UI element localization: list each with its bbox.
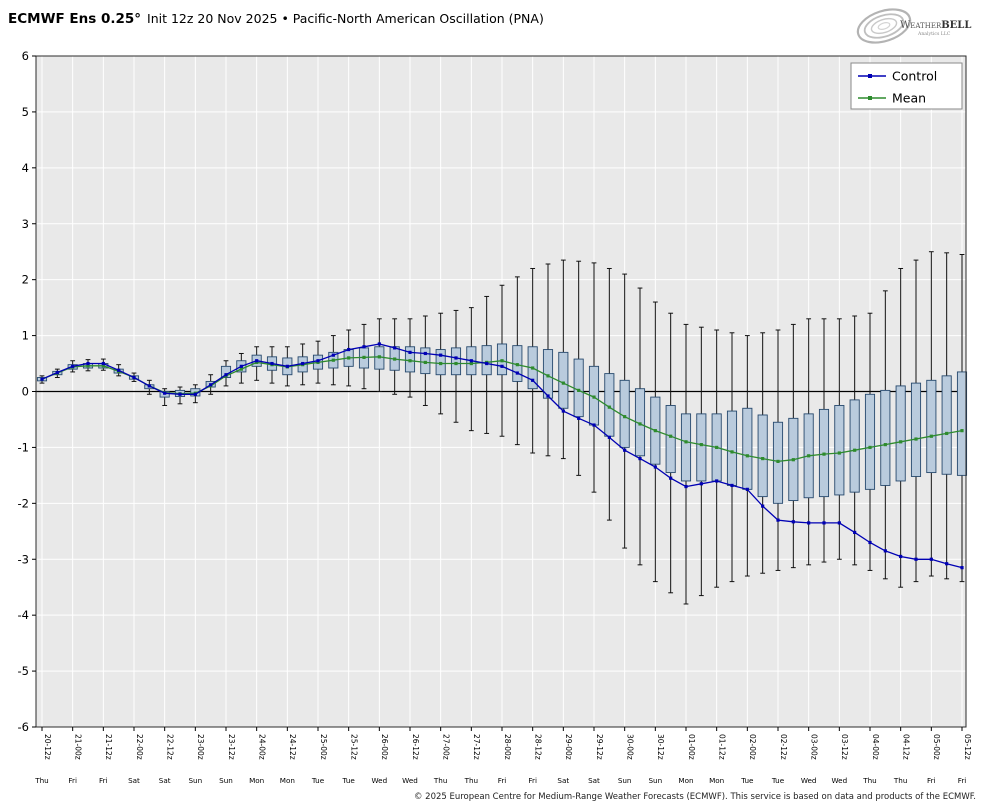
x-day-label: Fri (927, 776, 936, 785)
series-control (40, 342, 964, 570)
svg-text:-6: -6 (18, 720, 29, 734)
logo-tagline: Analytics LLC (917, 31, 951, 37)
x-tick-label: 28-12z (533, 734, 542, 760)
weatherbell-logo-svg: WeatherBELL Analytics LLC (856, 8, 971, 44)
logo-text: WeatherBELL (900, 20, 971, 31)
svg-text:1: 1 (22, 329, 29, 343)
x-day-label: Wed (801, 776, 817, 785)
x-day-label: Wed (831, 776, 847, 785)
svg-text:Control: Control (892, 69, 937, 84)
svg-text:-4: -4 (18, 608, 29, 622)
x-day-label: Wed (402, 776, 418, 785)
x-day-label: Sat (159, 776, 171, 785)
x-tick-label: 23-12z (227, 734, 236, 760)
y-axis: -6 -5 -4 -3 -2 -1 0 1 2 3 4 5 6 (18, 49, 36, 734)
x-tick-label: 29-12z (595, 734, 604, 760)
x-day-label: Wed (371, 776, 387, 785)
svg-text:3: 3 (22, 217, 29, 231)
x-day-label: Thu (433, 776, 448, 785)
svg-text:-1: -1 (18, 440, 29, 454)
x-tick-label: 01-12z (717, 734, 726, 760)
x-tick-label: 26-00z (380, 734, 389, 760)
x-tick-label: 04-12z (901, 734, 910, 760)
x-tick-label: 05-00z (932, 734, 941, 760)
x-day-label: Sun (648, 776, 662, 785)
x-tick-label: 03-00z (809, 734, 818, 760)
svg-text:-5: -5 (18, 664, 29, 678)
x-day-label: Thu (464, 776, 479, 785)
x-day-label: Thu (893, 776, 908, 785)
x-tick-label: 22-00z (135, 734, 144, 760)
x-tick-label: 21-12z (104, 734, 113, 760)
x-day-label: Fri (498, 776, 507, 785)
x-tick-label: 27-00z (441, 734, 450, 760)
hurricane-swirl-icon (856, 8, 912, 44)
x-tick-label: 29-00z (564, 734, 573, 760)
x-tick-label: 05-12z (963, 734, 972, 760)
x-day-label: Sat (588, 776, 600, 785)
copyright-text: © 2025 European Centre for Medium-Range … (413, 792, 976, 802)
svg-text:4: 4 (22, 161, 29, 175)
x-tick-label: 25-00z (319, 734, 328, 760)
x-tick-label: 23-00z (196, 734, 205, 760)
x-tick-label: 21-00z (73, 734, 82, 760)
chart-header: ECMWF Ens 0.25° Init 12z 20 Nov 2025 • Pa… (0, 0, 984, 48)
x-day-label: Fri (68, 776, 77, 785)
svg-text:-3: -3 (18, 552, 29, 566)
svg-text:-2: -2 (18, 496, 29, 510)
x-tick-label: 03-12z (840, 734, 849, 760)
x-day-label: Sat (128, 776, 140, 785)
x-tick-label: 20-12z (43, 734, 52, 760)
svg-text:Mean: Mean (892, 91, 926, 106)
chart-title-model: ECMWF Ens 0.25° (8, 11, 142, 27)
pna-ensemble-chart: -6 -5 -4 -3 -2 -1 0 1 2 3 4 5 6 20-12z Thu 21-00z Fri 21-… (18, 49, 972, 785)
chart-title: ECMWF Ens 0.25° Init 12z 20 Nov 2025 • Pa… (8, 5, 544, 27)
weatherbell-logo: WeatherBELL Analytics LLC (854, 5, 974, 51)
chart-footer: © 2025 European Centre for Medium-Range … (0, 790, 984, 808)
x-day-label: Mon (709, 776, 724, 785)
x-tick-label: 26-12z (411, 734, 420, 760)
x-day-label: Sun (188, 776, 202, 785)
svg-text:2: 2 (22, 273, 29, 287)
x-day-label: Tue (342, 776, 356, 785)
x-tick-label: 22-12z (165, 734, 174, 760)
x-day-label: Mon (280, 776, 295, 785)
x-tick-label: 01-00z (687, 734, 696, 760)
x-day-label: Tue (311, 776, 325, 785)
x-tick-label: 04-00z (871, 734, 880, 760)
x-day-label: Fri (99, 776, 108, 785)
x-tick-label: 30-12z (656, 734, 665, 760)
x-day-label: Fri (958, 776, 967, 785)
x-day-label: Fri (528, 776, 537, 785)
x-tick-label: 02-12z (779, 734, 788, 760)
x-day-label: Tue (740, 776, 754, 785)
svg-text:5: 5 (22, 105, 29, 119)
x-day-label: Sat (557, 776, 569, 785)
legend: Control Mean (850, 62, 963, 110)
chart-title-detail: Init 12z 20 Nov 2025 • Pacific-North Ame… (147, 11, 544, 26)
x-day-label: Thu (862, 776, 877, 785)
x-tick-label: 24-12z (288, 734, 297, 760)
x-tick-label: 28-00z (503, 734, 512, 760)
x-day-label: Mon (249, 776, 264, 785)
logo-text-bell: BELL (941, 20, 971, 31)
x-tick-label: 02-00z (748, 734, 757, 760)
svg-text:0: 0 (22, 385, 29, 399)
logo-text-weather: Weather (900, 20, 942, 31)
x-day-label: Thu (34, 776, 49, 785)
svg-text:6: 6 (22, 49, 29, 63)
x-tick-label: 24-00z (257, 734, 266, 760)
x-day-label: Sun (618, 776, 632, 785)
x-tick-label: 30-00z (625, 734, 634, 760)
x-tick-label: 27-12z (472, 734, 481, 760)
x-day-label: Mon (678, 776, 693, 785)
x-tick-label: 25-12z (349, 734, 358, 760)
x-day-label: Sun (219, 776, 233, 785)
x-axis: 20-12z Thu 21-00z Fri 21-12z Fri 22-00z Sat 22-1… (34, 727, 972, 785)
x-day-label: Tue (771, 776, 785, 785)
